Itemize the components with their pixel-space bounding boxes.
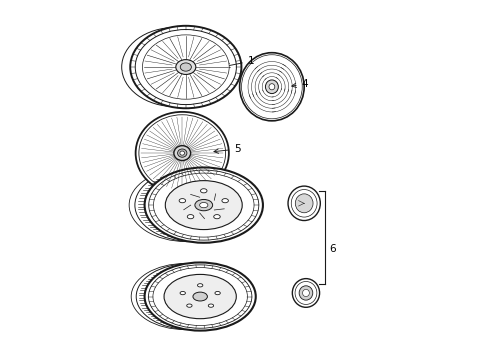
Ellipse shape bbox=[165, 181, 242, 230]
Text: 4: 4 bbox=[292, 79, 308, 89]
Text: 5: 5 bbox=[214, 144, 241, 154]
Ellipse shape bbox=[214, 215, 220, 219]
Ellipse shape bbox=[193, 292, 207, 301]
Text: 2: 2 bbox=[147, 194, 159, 204]
Ellipse shape bbox=[145, 167, 263, 243]
Ellipse shape bbox=[145, 262, 256, 330]
Ellipse shape bbox=[179, 199, 186, 203]
Text: 1: 1 bbox=[225, 56, 254, 68]
Text: 3: 3 bbox=[147, 286, 159, 296]
Ellipse shape bbox=[266, 80, 278, 94]
Ellipse shape bbox=[136, 112, 229, 194]
Ellipse shape bbox=[180, 151, 185, 155]
Ellipse shape bbox=[174, 146, 191, 161]
Ellipse shape bbox=[208, 304, 214, 307]
Ellipse shape bbox=[302, 289, 309, 297]
Ellipse shape bbox=[187, 304, 192, 307]
Ellipse shape bbox=[180, 292, 185, 295]
Ellipse shape bbox=[143, 35, 229, 99]
Ellipse shape bbox=[135, 168, 250, 242]
Ellipse shape bbox=[222, 199, 228, 203]
Text: 6: 6 bbox=[329, 244, 336, 254]
Ellipse shape bbox=[130, 26, 242, 108]
Ellipse shape bbox=[288, 186, 320, 221]
Ellipse shape bbox=[180, 63, 192, 71]
Ellipse shape bbox=[293, 279, 319, 307]
Ellipse shape bbox=[215, 292, 221, 295]
Ellipse shape bbox=[197, 284, 203, 287]
Ellipse shape bbox=[200, 189, 207, 193]
Ellipse shape bbox=[187, 215, 194, 219]
Ellipse shape bbox=[177, 149, 187, 157]
Ellipse shape bbox=[136, 264, 244, 330]
Ellipse shape bbox=[295, 194, 313, 213]
Ellipse shape bbox=[299, 286, 313, 300]
Ellipse shape bbox=[164, 274, 236, 319]
Ellipse shape bbox=[269, 84, 275, 90]
Ellipse shape bbox=[199, 202, 208, 208]
Ellipse shape bbox=[240, 53, 304, 121]
Ellipse shape bbox=[195, 199, 213, 211]
Ellipse shape bbox=[176, 60, 196, 75]
